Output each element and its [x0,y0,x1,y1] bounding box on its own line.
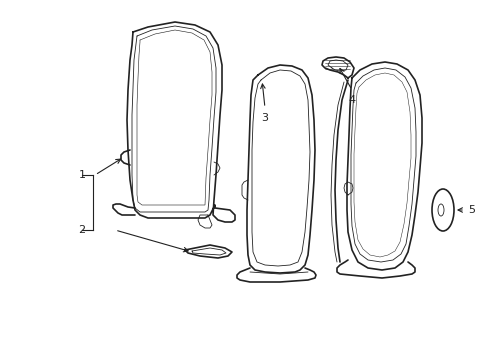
Ellipse shape [437,204,443,216]
Ellipse shape [431,189,453,231]
Text: 4: 4 [348,95,355,105]
Text: 2: 2 [78,225,85,235]
Text: 5: 5 [468,205,474,215]
Text: 3: 3 [261,113,268,123]
Text: 1: 1 [79,170,85,180]
